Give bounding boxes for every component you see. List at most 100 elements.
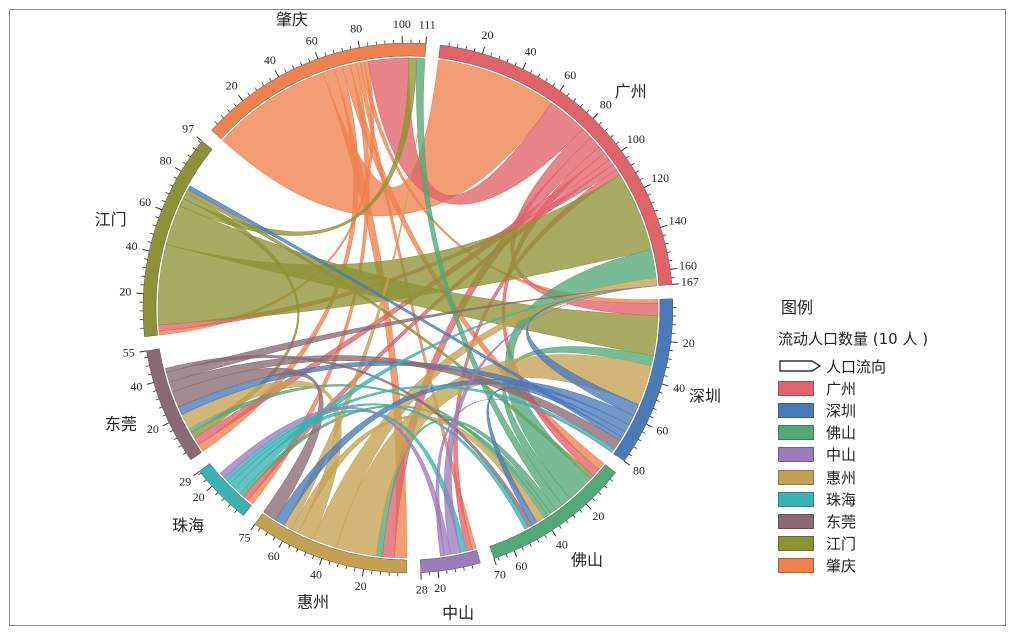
minor-tick [328,561,331,565]
tick-label: 40 [525,45,537,59]
minor-tick [144,356,148,359]
minor-tick [203,479,207,483]
tick-label: 60 [656,424,668,438]
legend-arrow-label: 人口流向 [826,357,887,376]
minor-tick [651,201,655,204]
legend-swatch [778,425,814,441]
major-tick [592,113,599,119]
major-tick [174,167,182,172]
ribbon-深圳-江门 [187,185,623,442]
major-tick [670,341,678,344]
total-tick [250,523,256,531]
minor-tick [537,73,541,78]
region-arc-中山 [419,550,481,573]
minor-tick [158,406,163,409]
chart-frame [9,9,1006,626]
legend-swatch [778,447,814,463]
ribbon-珠海-佛山 [223,403,529,530]
minor-tick [367,42,369,47]
legend-title: 图例 [781,298,814,317]
tick-label: 60 [564,68,576,82]
minor-tick [604,485,608,489]
minor-tick [662,234,667,237]
major-tick [314,52,319,59]
major-tick [162,422,170,427]
minor-tick [227,109,231,113]
tick-label: 80 [600,97,612,111]
major-tick [361,569,365,577]
region-arc-广州 [438,44,673,286]
minor-tick [514,62,517,66]
region-arc-佛山 [489,464,617,559]
legend-label: 江门 [826,535,857,554]
minor-tick [454,568,457,573]
tick-label: 140 [669,214,687,228]
ribbon-中山-珠海 [219,406,451,556]
minor-tick [497,557,500,561]
legend-label: 肇庆 [826,557,857,576]
region-name-label: 肇庆 [276,10,308,29]
minor-tick [610,134,614,138]
minor-tick [626,155,630,159]
minor-tick [579,509,583,513]
ribbon-中山-广州 [443,285,658,555]
minor-tick [544,534,547,539]
minor-tick [332,49,335,54]
minor-tick [664,375,668,377]
legend-swatch [778,558,814,574]
region-total-label: 97 [182,122,194,136]
legend-item: 珠海 [778,488,928,510]
minor-tick [197,472,201,476]
legend-item: 肇庆 [778,555,928,577]
ribbon-惠州-广州 [312,277,658,548]
region-name-label: 东莞 [105,414,137,433]
minor-tick [312,555,315,560]
total-tick [139,350,147,353]
minor-tick [257,527,261,532]
minor-tick [142,266,147,269]
legend-label: 广州 [826,379,857,398]
ribbons-layer [157,57,659,559]
tick-label: 40 [130,379,142,393]
tick-label: 160 [679,259,697,273]
region-name-label: 惠州 [297,593,329,612]
major-tick [660,224,668,228]
legend-swatch [778,380,814,396]
minor-tick [628,453,633,457]
minor-tick [637,438,642,442]
minor-tick [265,532,268,536]
flow-arrow-icon [779,360,822,372]
legend-label: 深圳 [826,401,857,420]
minor-tick [558,525,562,529]
ribbon-佛山-肇庆 [416,57,563,511]
minor-tick [173,176,177,179]
tick-label: 80 [160,154,172,168]
total-tick [493,558,497,566]
minor-tick [247,92,251,96]
minor-tick [165,192,169,195]
minor-tick [471,565,474,569]
minor-tick [536,539,540,543]
major-tick [643,183,651,189]
minor-tick [341,47,343,52]
minor-tick [261,82,265,86]
ribbon-江门-佛山 [185,189,594,480]
total-tick [196,136,203,142]
region-total-label: 167 [681,275,699,289]
minor-tick [456,44,459,48]
region-name-label: 中山 [442,603,474,622]
legend-label: 珠海 [826,490,857,509]
region-arc-珠海 [199,463,252,517]
tick-label: 20 [147,422,159,436]
minor-tick [233,103,237,107]
minor-tick [656,399,660,402]
legend-item: 深圳 [778,399,928,421]
major-tick [357,40,360,48]
ribbon-中山-深圳 [435,399,613,557]
minor-tick [324,52,327,57]
major-tick [142,248,150,252]
major-tick [319,558,323,566]
minor-tick [635,170,639,173]
